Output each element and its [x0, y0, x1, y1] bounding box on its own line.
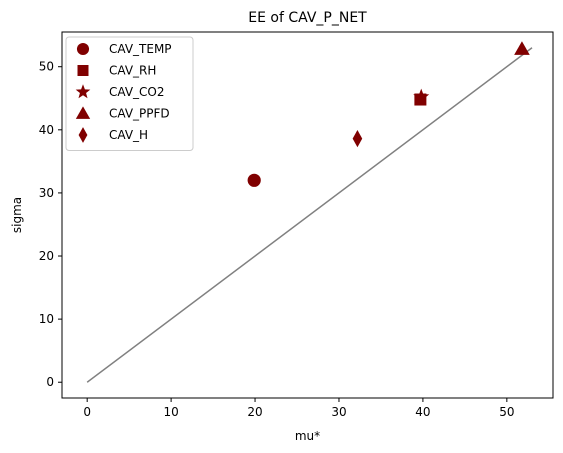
legend-marker-cav-ppfd — [75, 106, 91, 119]
legend-marker-cav-co2 — [75, 84, 91, 99]
y-tick-label: 50 — [39, 60, 54, 74]
reference-line — [86, 47, 533, 383]
x-tick-label: 10 — [163, 405, 178, 419]
data-point-cav-co2 — [413, 88, 430, 104]
x-tick-label: 40 — [415, 405, 430, 419]
data-point-cav-h — [352, 130, 363, 148]
legend-marker-cav-temp — [76, 42, 90, 56]
x-tick-label: 20 — [247, 405, 262, 419]
legend-label: CAV_TEMP — [109, 42, 172, 56]
legend-marker-cav-h — [78, 127, 88, 143]
x-tick-label: 50 — [499, 405, 514, 419]
y-axis-label: sigma — [10, 197, 24, 233]
legend-label: CAV_H — [109, 128, 148, 142]
y-tick-label: 30 — [39, 186, 54, 200]
x-tick-label: 0 — [83, 405, 91, 419]
legend-marker-cav-rh — [77, 65, 89, 76]
y-tick-label: 40 — [39, 123, 54, 137]
legend-label: CAV_RH — [109, 64, 156, 78]
data-point-cav-temp — [247, 173, 261, 187]
chart-title: EE of CAV_P_NET — [248, 10, 367, 26]
legend: CAV_TEMP CAV_RH CAV_CO2 CAV_PPFD CAV_H — [65, 36, 194, 151]
y-tick-label: 10 — [39, 312, 54, 326]
plot-area — [86, 41, 533, 383]
y-tick-label: 20 — [39, 249, 54, 263]
data-point-cav-ppfd — [514, 41, 530, 55]
plot-frame — [61, 31, 554, 399]
axes: 0 10 20 30 40 50 0 10 20 30 40 50 — [39, 31, 554, 419]
x-tick-label: 30 — [331, 405, 346, 419]
legend-label: CAV_CO2 — [109, 85, 165, 99]
legend-label: CAV_PPFD — [109, 107, 170, 121]
legend-box — [65, 36, 194, 151]
y-tick-label: 0 — [46, 375, 54, 389]
x-axis-label: mu* — [295, 429, 320, 443]
